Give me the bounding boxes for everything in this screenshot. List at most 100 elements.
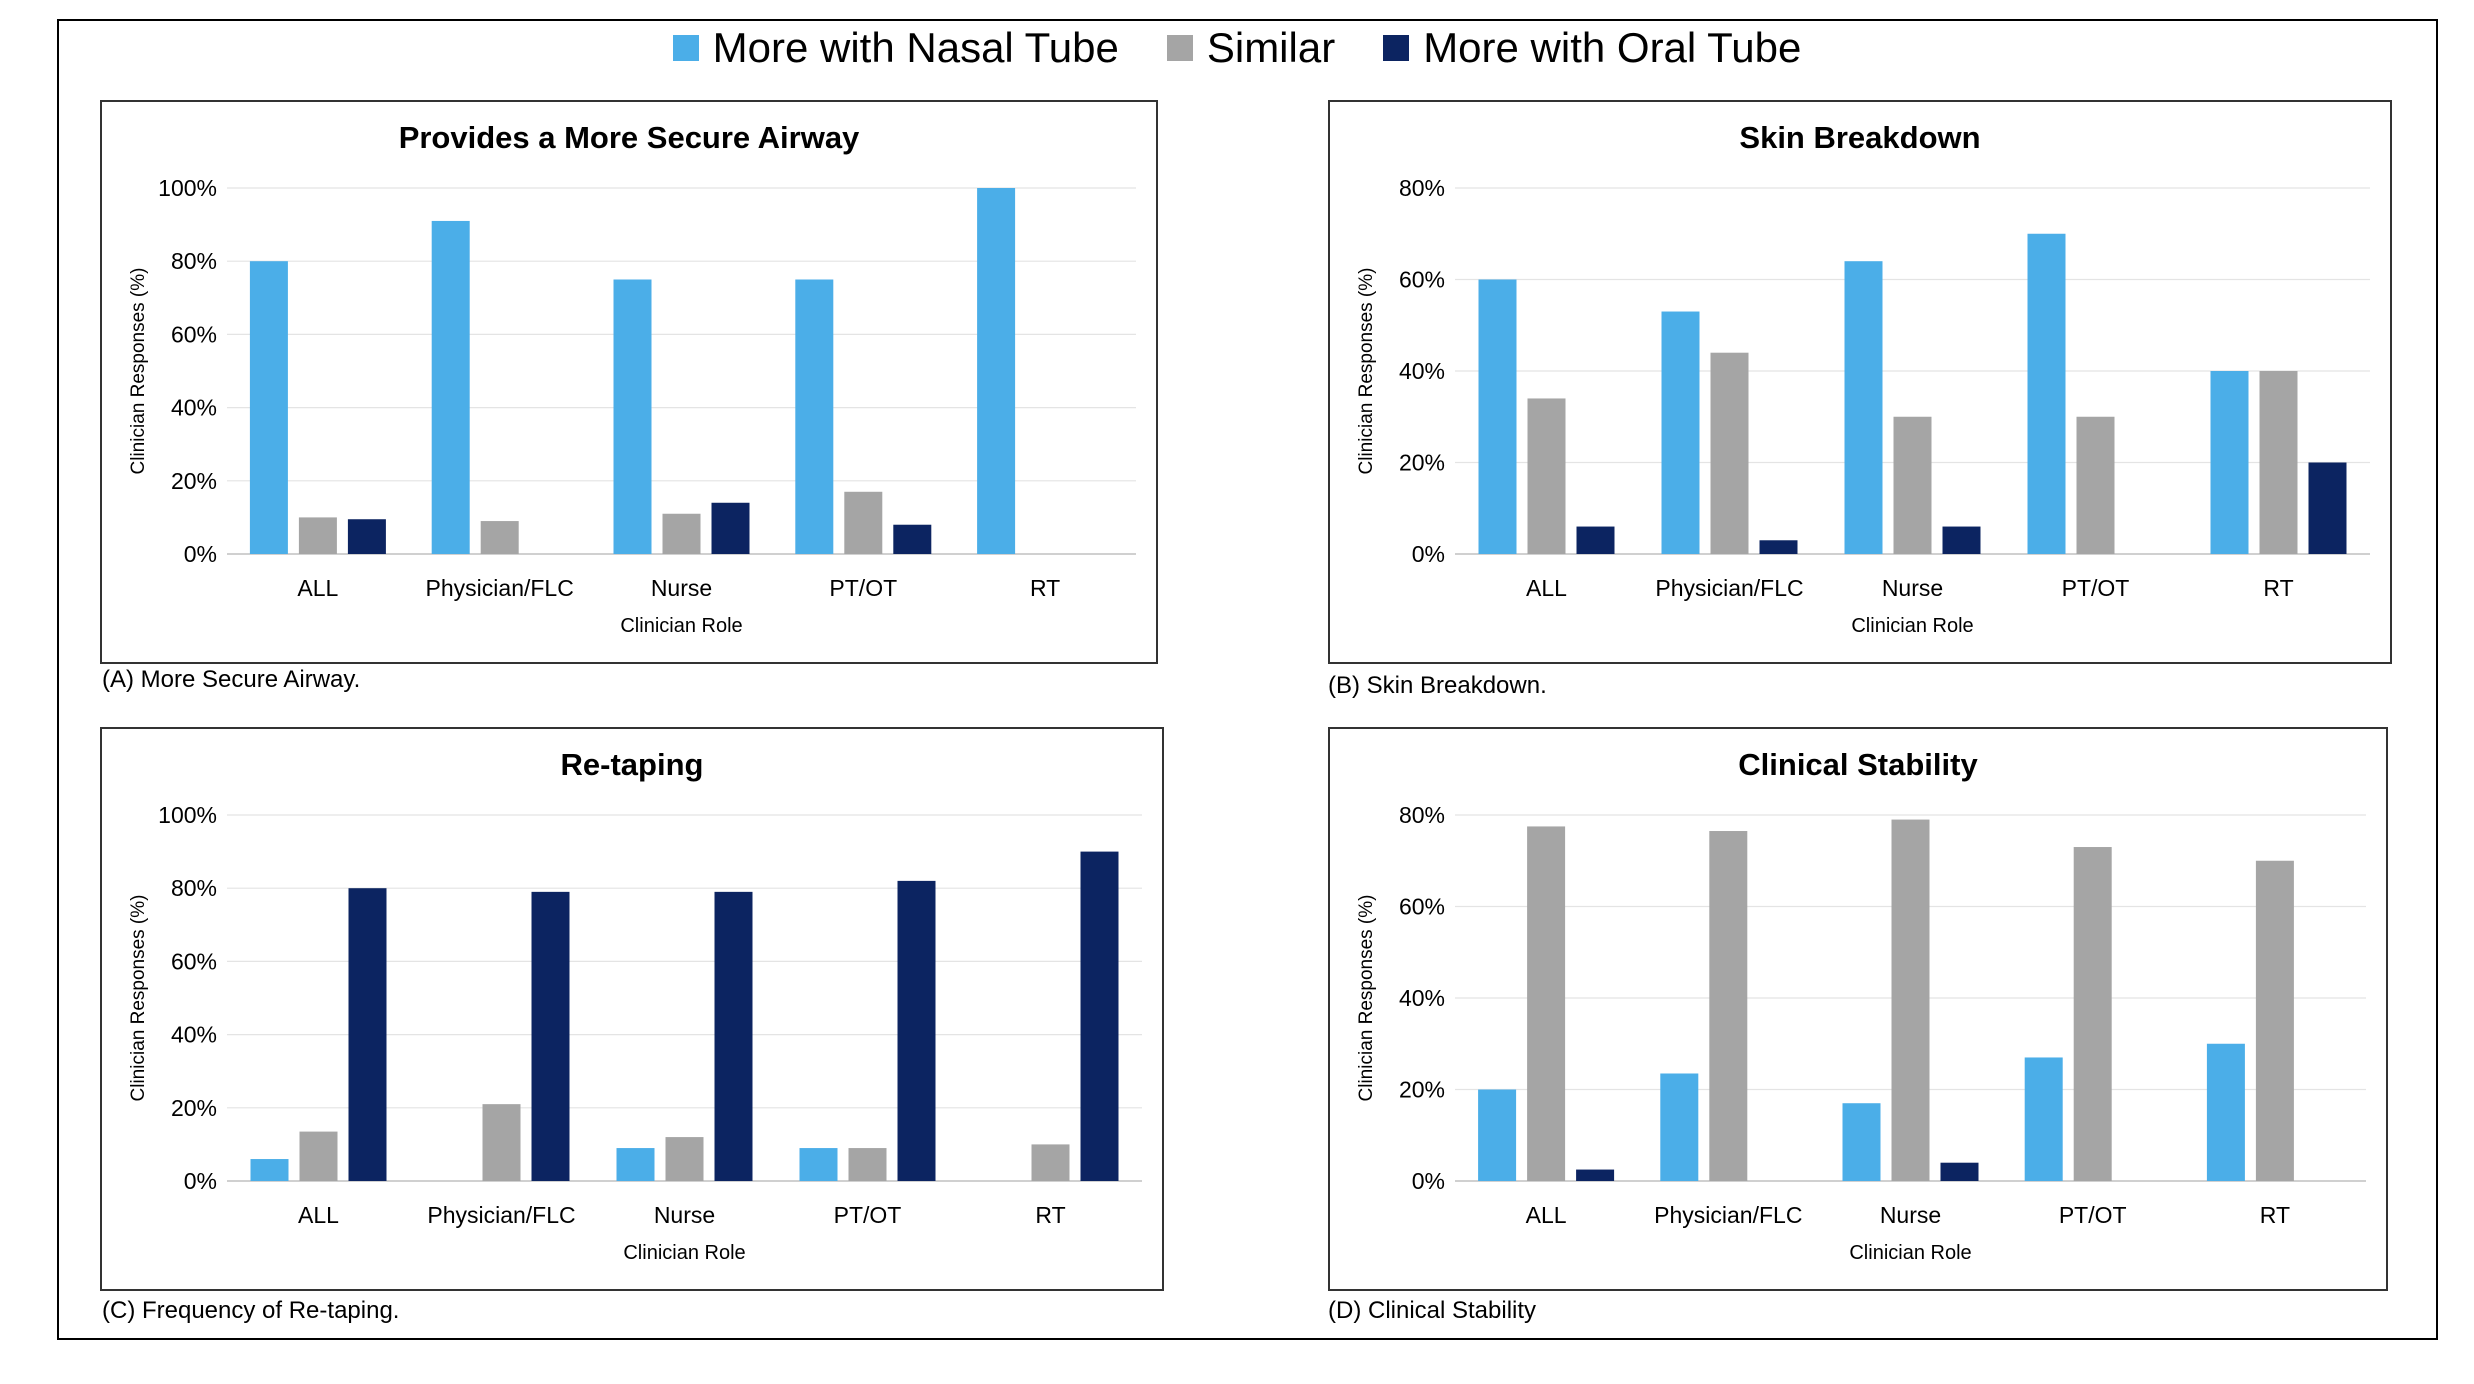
chart-svg: Clinical Stability 0% 20% 40% 60% 80% Clinicia… — [1356, 747, 2366, 1264]
panel-secure-airway: Provides a More Secure Airway 0% 20% 40% 60%… — [100, 100, 1158, 664]
y-tick-label: 40% — [171, 1022, 217, 1048]
x-axis-label: Clinician Role — [1851, 615, 1973, 637]
bar — [2206, 1043, 2245, 1181]
caption-b: (B) Skin Breakdown. — [1328, 672, 1547, 699]
y-tick-label: 20% — [1399, 450, 1445, 476]
chart-svg: Provides a More Secure Airway 0% 20% 40% 60%… — [128, 120, 1136, 637]
bar — [2076, 416, 2115, 554]
bar — [613, 279, 652, 554]
chart-title: Provides a More Secure Airway — [399, 120, 860, 155]
x-category-label: RT — [1035, 1202, 1065, 1228]
legend-label: Similar — [1206, 24, 1336, 71]
caption-d: (D) Clinical Stability — [1328, 1297, 1537, 1324]
bar — [2073, 847, 2112, 1181]
bar — [1527, 826, 1566, 1181]
y-tick-label: 60% — [1399, 267, 1445, 293]
x-category-label: Nurse — [654, 1202, 715, 1228]
bar — [298, 517, 337, 554]
legend-swatch — [672, 35, 699, 61]
chart-title: Skin Breakdown — [1739, 120, 1980, 155]
bar — [1478, 1089, 1517, 1181]
y-tick-label: 100% — [158, 802, 217, 828]
bar — [1478, 279, 1517, 554]
x-category-label: PT/OT — [2062, 575, 2130, 601]
panel-re-taping: Re-taping 0% 20% 40% 60% 80% 100% Clinician Res… — [100, 727, 1164, 1291]
legend-label: More with Nasal Tube — [712, 24, 1119, 71]
x-category-label: ALL — [298, 1202, 339, 1228]
bar — [665, 1137, 704, 1181]
legend-item: More with Nasal Tube — [672, 24, 1119, 72]
y-tick-label: 0% — [184, 1168, 217, 1194]
y-tick-label: 20% — [171, 1095, 217, 1121]
bar — [844, 491, 883, 554]
x-axis-label: Clinician Role — [623, 1242, 745, 1264]
bar — [1576, 526, 1615, 554]
chart-svg: Skin Breakdown 0% 20% 40% 60% 80% Clinician Re… — [1356, 120, 2370, 637]
x-category-label: ALL — [297, 575, 338, 601]
y-tick-label: 40% — [171, 395, 217, 421]
bar — [977, 188, 1016, 554]
x-category-label: RT — [2260, 1202, 2290, 1228]
x-category-label: RT — [2263, 575, 2293, 601]
bar — [249, 261, 288, 554]
bar — [1080, 851, 1119, 1181]
bar — [711, 502, 750, 554]
bar — [848, 1148, 887, 1181]
panel-skin-breakdown: Skin Breakdown 0% 20% 40% 60% 80% Clinician Re… — [1328, 100, 2392, 664]
x-category-label: ALL — [1526, 1202, 1567, 1228]
bar — [1759, 540, 1798, 554]
bar — [2259, 371, 2298, 554]
x-category-label: Physician/FLC — [427, 1202, 575, 1228]
y-tick-label: 80% — [1399, 802, 1445, 828]
legend-label: More with Oral Tube — [1423, 24, 1802, 71]
panel-clinical-stability: Clinical Stability 0% 20% 40% 60% 80% Clinicia… — [1328, 727, 2388, 1291]
chart-title: Clinical Stability — [1738, 747, 1978, 782]
bar — [480, 521, 519, 554]
x-category-label: PT/OT — [834, 1202, 902, 1228]
legend-item: Similar — [1166, 24, 1336, 72]
x-category-label: PT/OT — [2059, 1202, 2127, 1228]
bar — [1942, 526, 1981, 554]
caption-c: (C) Frequency of Re-taping. — [102, 1297, 400, 1324]
bar — [662, 513, 701, 554]
bar — [893, 524, 932, 554]
bar — [347, 519, 386, 554]
bar — [1576, 1169, 1615, 1181]
y-axis-label: Clinician Responses (%) — [128, 895, 149, 1102]
y-tick-label: 40% — [1399, 358, 1445, 384]
bar — [1031, 1144, 1070, 1181]
bar — [714, 891, 753, 1181]
y-axis-label: Clinician Responses (%) — [1356, 895, 1377, 1102]
y-tick-label: 80% — [171, 875, 217, 901]
legend-swatch — [1166, 35, 1193, 61]
x-category-label: Nurse — [651, 575, 712, 601]
bar — [2024, 1057, 2063, 1181]
bar — [2255, 860, 2294, 1181]
bar — [2027, 233, 2066, 554]
y-tick-label: 60% — [1399, 894, 1445, 920]
y-tick-label: 80% — [171, 248, 217, 274]
y-tick-label: 100% — [158, 175, 217, 201]
y-tick-label: 60% — [171, 948, 217, 974]
y-axis-label: Clinician Responses (%) — [1356, 268, 1377, 475]
x-category-label: Physician/FLC — [1654, 1202, 1802, 1228]
bar — [1891, 819, 1930, 1181]
legend-swatch — [1383, 35, 1410, 61]
bar — [897, 880, 936, 1181]
y-tick-label: 0% — [184, 541, 217, 567]
bar — [431, 220, 470, 554]
x-axis-label: Clinician Role — [620, 615, 742, 637]
x-category-label: Nurse — [1882, 575, 1943, 601]
bar — [799, 1148, 838, 1181]
x-category-label: RT — [1030, 575, 1060, 601]
bar — [1709, 831, 1748, 1181]
bar — [299, 1131, 338, 1181]
chart-title: Re-taping — [561, 747, 704, 782]
y-tick-label: 20% — [171, 468, 217, 494]
legend-item: More with Oral Tube — [1383, 24, 1801, 72]
y-tick-label: 20% — [1399, 1077, 1445, 1103]
bar — [1661, 311, 1700, 554]
legend: More with Nasal Tube Similar More with Ora… — [0, 24, 2474, 72]
bar — [1710, 352, 1749, 554]
bar — [1842, 1103, 1881, 1181]
